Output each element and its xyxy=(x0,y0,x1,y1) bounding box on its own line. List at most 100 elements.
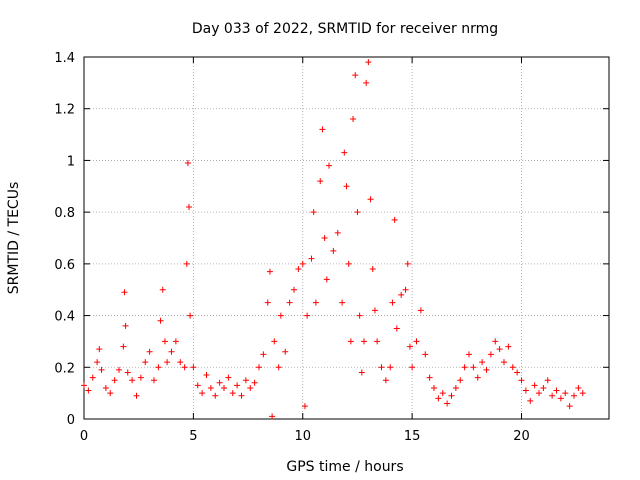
x-tick-label: 20 xyxy=(513,429,530,444)
data-point-marker xyxy=(291,286,297,293)
data-point-marker xyxy=(264,299,271,306)
data-point-marker xyxy=(356,312,363,319)
data-point-marker xyxy=(457,377,464,384)
data-point-marker xyxy=(310,209,317,216)
data-point-marker xyxy=(89,374,96,381)
data-point-marker xyxy=(247,384,254,391)
data-point-marker xyxy=(177,359,184,366)
data-point-marker xyxy=(339,299,346,306)
data-point-marker xyxy=(155,364,162,371)
data-point-marker xyxy=(94,359,101,366)
data-point-marker xyxy=(199,390,206,397)
data-point-marker xyxy=(81,382,87,389)
y-tick-label: 0.2 xyxy=(54,361,75,376)
data-point-marker xyxy=(549,392,556,399)
data-point-marker xyxy=(557,395,564,402)
data-point-marker xyxy=(575,384,582,391)
data-point-marker xyxy=(413,338,420,345)
data-point-marker xyxy=(184,160,191,167)
data-point-marker xyxy=(487,351,494,358)
data-point-marker xyxy=(151,377,157,384)
data-point-marker xyxy=(295,266,302,273)
data-point-marker xyxy=(317,178,324,185)
data-point-marker xyxy=(102,384,109,391)
data-point-marker xyxy=(492,338,499,345)
data-point-marker xyxy=(393,325,400,332)
data-point-marker xyxy=(85,387,92,394)
data-point-marker xyxy=(402,286,409,293)
data-point-marker xyxy=(536,390,542,397)
plot-border xyxy=(83,56,610,420)
data-point-marker xyxy=(358,369,365,376)
data-point-marker xyxy=(527,397,534,404)
data-point-marker xyxy=(540,384,547,391)
data-point-marker xyxy=(363,79,370,86)
data-point-marker xyxy=(266,268,273,275)
y-axis-label: SRMTID / TECUs xyxy=(6,182,22,295)
data-point-marker xyxy=(186,203,192,210)
data-point-marker xyxy=(159,286,166,293)
data-point-marker xyxy=(326,162,332,169)
data-point-marker xyxy=(312,299,319,306)
data-point-marker xyxy=(431,384,437,391)
data-point-marker xyxy=(365,59,372,66)
data-point-marker xyxy=(96,346,103,353)
data-point-marker xyxy=(181,364,188,371)
data-point-marker xyxy=(382,377,389,384)
data-point-marker xyxy=(161,338,168,345)
data-point-marker xyxy=(479,359,486,366)
grid xyxy=(84,57,609,419)
data-point-marker xyxy=(389,299,396,306)
y-tick-label: 0.6 xyxy=(54,258,75,273)
data-point-marker xyxy=(334,229,341,236)
data-point-marker xyxy=(256,364,262,371)
data-point-marker xyxy=(367,196,374,203)
data-point-marker xyxy=(98,366,105,373)
data-point-marker xyxy=(137,374,144,381)
y-tick-label: 1.2 xyxy=(54,103,75,118)
data-point-marker xyxy=(566,403,573,410)
y-tick-label: 0 xyxy=(67,413,75,428)
data-point-marker xyxy=(157,317,164,324)
data-point-marker xyxy=(251,379,258,386)
y-tick-label: 1 xyxy=(67,154,75,169)
data-point-marker xyxy=(194,382,201,389)
data-point-marker xyxy=(221,384,227,391)
data-point-marker xyxy=(299,260,306,267)
data-point-marker xyxy=(522,387,529,394)
data-point-marker xyxy=(422,351,429,358)
x-tick-label: 5 xyxy=(189,429,197,444)
data-point-marker xyxy=(341,149,348,156)
data-point-marker xyxy=(242,377,249,384)
data-point-marker xyxy=(347,338,354,345)
data-point-marker xyxy=(496,346,503,353)
chart-title: Day 033 of 2022, SRMTID for receiver nrm… xyxy=(192,21,498,37)
data-point-marker xyxy=(122,322,129,329)
data-point-marker xyxy=(470,364,477,371)
data-point-marker xyxy=(116,366,122,373)
data-point-marker xyxy=(330,247,337,254)
data-point-marker xyxy=(343,183,350,190)
data-point-marker xyxy=(531,382,538,389)
data-point-marker xyxy=(304,312,311,319)
data-point-marker xyxy=(409,364,416,371)
data-point-marker xyxy=(387,364,394,371)
data-point-marker xyxy=(579,390,586,397)
data-point-marker xyxy=(124,369,131,376)
data-point-marker xyxy=(391,216,398,223)
data-point-marker xyxy=(107,390,114,397)
data-point-marker xyxy=(277,312,284,319)
data-point-marker xyxy=(190,364,197,371)
data-point-marker xyxy=(164,359,171,366)
y-tick-label: 1.4 xyxy=(54,51,75,66)
data-point-marker xyxy=(369,266,376,273)
data-point-marker xyxy=(129,377,136,384)
x-tick-label: 15 xyxy=(404,429,421,444)
data-point-marker xyxy=(350,116,357,123)
data-point-marker xyxy=(271,338,278,345)
data-point-marker xyxy=(509,364,516,371)
data-point-marker xyxy=(553,387,560,394)
data-point-marker xyxy=(172,338,179,345)
data-point-marker xyxy=(260,351,267,358)
